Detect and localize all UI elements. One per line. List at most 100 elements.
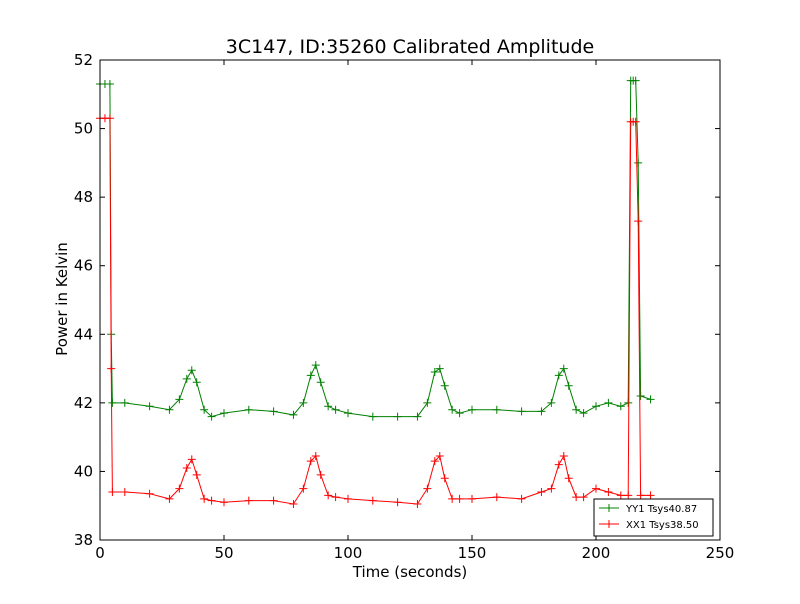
axis-ticks: 0 50 100 150 200 250 38 40 42 44 46 48 50 52 bbox=[74, 51, 734, 562]
data-point-marker bbox=[108, 488, 117, 496]
data-point-marker bbox=[440, 381, 449, 390]
data-point-marker bbox=[468, 494, 476, 503]
data-point-marker bbox=[604, 488, 613, 496]
data-point-marker bbox=[579, 493, 588, 502]
data-point-marker bbox=[517, 407, 526, 416]
data-point-marker bbox=[413, 412, 422, 421]
data-point-marker bbox=[448, 405, 457, 414]
data-point-marker bbox=[107, 364, 116, 373]
data-point-marker bbox=[468, 405, 476, 414]
data-point-marker bbox=[316, 378, 325, 387]
data-point-marker bbox=[299, 484, 308, 493]
series-1 bbox=[96, 114, 655, 508]
data-point-marker bbox=[331, 405, 340, 414]
data-point-marker bbox=[289, 500, 298, 508]
data-point-marker bbox=[430, 368, 439, 376]
data-point-marker bbox=[200, 494, 209, 503]
data-point-marker bbox=[145, 489, 154, 498]
data-point-marker bbox=[289, 410, 298, 419]
data-point-marker bbox=[634, 158, 643, 167]
data-point-marker bbox=[547, 398, 556, 407]
x-tick-label: 50 bbox=[214, 544, 233, 562]
data-point-marker bbox=[631, 76, 640, 85]
data-point-marker bbox=[423, 484, 432, 493]
data-point-marker bbox=[430, 457, 439, 466]
data-point-marker bbox=[344, 409, 352, 418]
data-point-marker bbox=[572, 405, 581, 414]
data-point-marker bbox=[517, 494, 526, 503]
data-point-marker bbox=[207, 496, 216, 505]
data-point-marker bbox=[105, 114, 114, 123]
y-axis-label: Power in Kelvin bbox=[53, 242, 71, 356]
data-point-marker bbox=[537, 407, 546, 416]
data-point-marker bbox=[547, 484, 556, 493]
data-point-marker bbox=[554, 371, 563, 380]
y-tick-label: 42 bbox=[74, 394, 93, 412]
data-point-marker bbox=[105, 80, 114, 88]
series-line bbox=[100, 80, 651, 418]
data-point-marker bbox=[311, 452, 320, 460]
plot-series bbox=[96, 76, 655, 508]
series-0 bbox=[96, 76, 655, 421]
data-point-marker bbox=[572, 493, 581, 502]
chart-title: 3C147, ID:35260 Calibrated Amplitude bbox=[226, 36, 594, 58]
data-point-marker bbox=[435, 452, 444, 460]
plot-frame bbox=[99, 59, 721, 541]
data-point-marker bbox=[200, 405, 209, 414]
data-point-marker bbox=[269, 407, 278, 416]
data-point-marker bbox=[120, 398, 129, 407]
data-point-marker bbox=[324, 402, 333, 411]
data-point-marker bbox=[368, 496, 377, 505]
legend-label: XX1 Tsys38.50 bbox=[626, 520, 699, 531]
x-tick-label: 0 bbox=[95, 544, 105, 562]
data-point-marker bbox=[311, 361, 320, 370]
y-tick-label: 48 bbox=[74, 188, 93, 206]
data-point-marker bbox=[604, 398, 613, 407]
y-tick-label: 40 bbox=[74, 462, 93, 480]
data-point-marker bbox=[413, 500, 422, 508]
legend-marker bbox=[605, 504, 613, 512]
data-point-marker bbox=[165, 494, 174, 503]
data-point-marker bbox=[616, 491, 625, 500]
data-point-marker bbox=[636, 392, 645, 400]
data-point-marker bbox=[244, 405, 253, 414]
data-point-marker bbox=[440, 474, 449, 483]
data-point-marker bbox=[559, 452, 568, 460]
data-point-marker bbox=[559, 364, 568, 373]
data-point-marker bbox=[244, 496, 253, 505]
data-point-marker bbox=[646, 491, 655, 500]
data-point-marker bbox=[393, 412, 402, 421]
x-tick-label: 100 bbox=[334, 544, 363, 562]
data-point-marker bbox=[579, 409, 588, 418]
legend: YY1 Tsys40.87 XX1 Tsys38.50 bbox=[593, 498, 714, 537]
data-point-marker bbox=[299, 398, 308, 407]
y-tick-label: 44 bbox=[74, 325, 93, 343]
data-point-marker bbox=[182, 464, 191, 472]
data-point-marker bbox=[192, 378, 201, 387]
data-point-marker bbox=[269, 496, 278, 505]
data-point-marker bbox=[316, 470, 325, 479]
x-axis-label: Time (seconds) bbox=[352, 563, 468, 581]
series-line bbox=[100, 117, 651, 505]
data-point-marker bbox=[435, 364, 444, 373]
data-point-marker bbox=[592, 484, 600, 493]
data-point-marker bbox=[344, 494, 352, 503]
data-point-marker bbox=[393, 498, 402, 507]
legend-box bbox=[593, 498, 714, 537]
data-point-marker bbox=[331, 493, 340, 502]
data-point-marker bbox=[492, 405, 501, 414]
data-point-marker bbox=[306, 371, 315, 380]
data-point-marker bbox=[120, 488, 129, 496]
legend-marker bbox=[605, 520, 613, 528]
data-point-marker bbox=[624, 491, 633, 500]
data-point-marker bbox=[192, 470, 201, 479]
data-point-marker bbox=[492, 493, 501, 502]
y-tick-label: 52 bbox=[74, 51, 93, 69]
data-point-marker bbox=[554, 460, 563, 469]
data-point-marker bbox=[448, 494, 457, 503]
data-point-marker bbox=[324, 491, 333, 500]
data-point-marker bbox=[368, 412, 377, 421]
data-point-marker bbox=[175, 484, 184, 493]
